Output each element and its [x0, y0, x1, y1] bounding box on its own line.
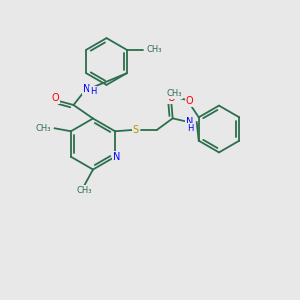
Text: CH₃: CH₃ [36, 124, 51, 133]
Text: CH₃: CH₃ [76, 186, 92, 195]
Text: H: H [188, 124, 194, 133]
Text: N: N [113, 152, 120, 162]
Text: O: O [186, 96, 194, 106]
Text: O: O [52, 93, 59, 103]
Text: N: N [186, 117, 194, 127]
Text: CH₃: CH₃ [167, 89, 182, 98]
Text: CH₃: CH₃ [147, 45, 162, 54]
Text: O: O [167, 93, 175, 103]
Text: H: H [90, 87, 97, 96]
Text: S: S [132, 125, 139, 135]
Text: N: N [83, 84, 90, 94]
